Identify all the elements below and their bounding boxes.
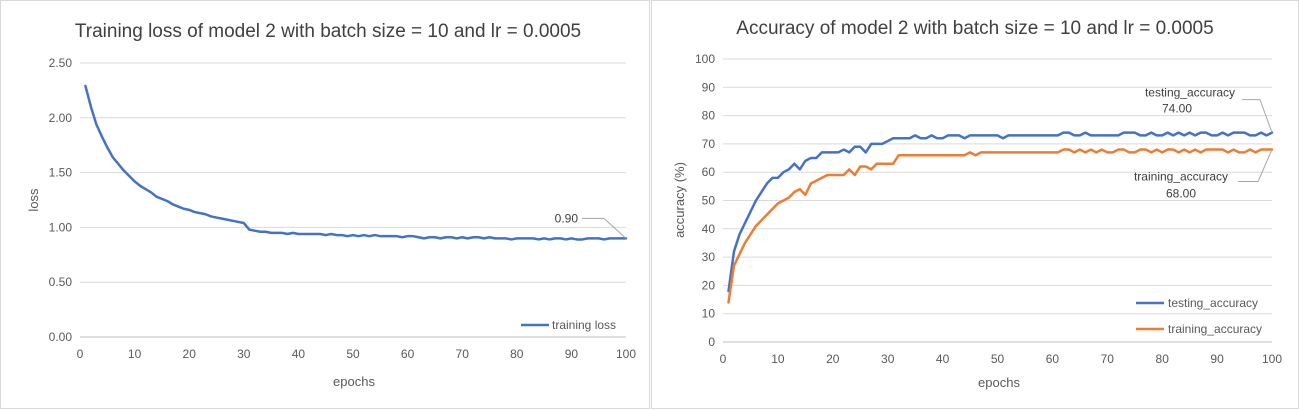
x-tick-label: 80 xyxy=(510,347,524,361)
x-tick-label: 40 xyxy=(936,352,950,366)
data-label: 0.90 xyxy=(555,211,579,225)
x-tick-label: 30 xyxy=(237,347,251,361)
y-axis-ticks: 0.00 0.50 1.00 1.50 2.00 2.50 xyxy=(49,56,73,344)
annotation-leader-line xyxy=(1242,99,1273,133)
loss-chart-panel: Training loss of model 2 with batch size… xyxy=(0,0,650,409)
x-axis-label: epochs xyxy=(978,375,1020,390)
y-tick-label: 10 xyxy=(702,307,716,321)
series-line-testing-accuracy xyxy=(727,131,1274,293)
annotation-layer: 0.90 xyxy=(555,211,627,239)
y-axis-label: accuracy (%) xyxy=(672,162,687,238)
y-tick-label: 40 xyxy=(702,222,716,236)
x-tick-label: 80 xyxy=(1156,352,1170,366)
y-tick-label: 2.00 xyxy=(49,111,73,125)
y-tick-label: 30 xyxy=(702,250,716,264)
series-layer xyxy=(84,84,628,241)
x-axis-ticks: 0 10 20 30 40 50 60 70 80 90 100 xyxy=(720,352,1283,366)
y-tick-label: 70 xyxy=(702,137,716,151)
y-tick-label: 60 xyxy=(702,165,716,179)
annotation-series-label: testing_accuracy xyxy=(1145,86,1235,100)
y-tick-label: 50 xyxy=(702,194,716,208)
series-line-training-loss xyxy=(84,84,628,241)
y-tick-label: 90 xyxy=(702,80,716,94)
annotation-leader-line xyxy=(582,217,627,239)
x-tick-label: 50 xyxy=(991,352,1005,366)
series-line-training-accuracy xyxy=(727,148,1274,304)
x-tick-label: 30 xyxy=(881,352,895,366)
x-tick-label: 20 xyxy=(183,347,197,361)
accuracy-chart-panel: Accuracy of model 2 with batch size = 10… xyxy=(651,0,1299,409)
y-tick-label: 80 xyxy=(702,109,716,123)
x-tick-label: 20 xyxy=(826,352,840,366)
y-tick-label: 100 xyxy=(695,52,715,66)
x-axis-ticks: 0 10 20 30 40 50 60 70 80 90 100 xyxy=(77,347,637,361)
chart-title: Training loss of model 2 with batch size… xyxy=(75,21,581,42)
x-tick-label: 60 xyxy=(1046,352,1060,366)
y-tick-label: 0 xyxy=(708,335,715,349)
x-tick-label: 40 xyxy=(292,347,306,361)
chart-title: Accuracy of model 2 with batch size = 10… xyxy=(736,18,1213,39)
legend-label-training-accuracy: training_accuracy xyxy=(1168,322,1262,336)
y-tick-label: 1.50 xyxy=(49,166,73,180)
series-layer xyxy=(727,131,1274,304)
data-label: 68.00 xyxy=(1166,187,1196,201)
x-tick-label: 70 xyxy=(1101,352,1115,366)
legend-label-training-loss: training loss xyxy=(552,318,616,332)
annotation-leader-line xyxy=(1238,149,1273,183)
grid xyxy=(723,58,1272,343)
x-tick-label: 60 xyxy=(401,347,415,361)
x-tick-label: 100 xyxy=(616,347,636,361)
x-tick-label: 90 xyxy=(565,347,579,361)
y-tick-label: 0.00 xyxy=(49,330,73,344)
y-axis-label: loss xyxy=(26,188,41,212)
y-tick-label: 0.50 xyxy=(49,275,73,289)
x-tick-label: 100 xyxy=(1262,352,1282,366)
x-tick-label: 10 xyxy=(128,347,142,361)
x-tick-label: 0 xyxy=(720,352,727,366)
annotation-layer: testing_accuracy 74.00 training_accuracy 68… xyxy=(1134,86,1273,201)
legend: testing_accuracy training_accuracy xyxy=(1136,296,1262,336)
x-tick-label: 10 xyxy=(771,352,785,366)
y-tick-label: 2.50 xyxy=(49,56,73,70)
grid xyxy=(80,62,626,338)
annotation-series-label: training_accuracy xyxy=(1134,170,1228,184)
x-tick-label: 70 xyxy=(456,347,470,361)
y-axis-ticks: 0 10 20 30 40 50 60 70 80 90 100 xyxy=(695,52,715,349)
data-label: 74.00 xyxy=(1162,102,1192,116)
y-tick-label: 1.00 xyxy=(49,220,73,234)
accuracy-chart: Accuracy of model 2 with batch size = 10… xyxy=(672,18,1283,390)
legend: training loss xyxy=(521,318,616,332)
x-axis-label: epochs xyxy=(333,374,375,389)
x-tick-label: 90 xyxy=(1210,352,1224,366)
legend-label-testing-accuracy: testing_accuracy xyxy=(1168,296,1258,310)
x-tick-label: 50 xyxy=(346,347,360,361)
loss-chart: Training loss of model 2 with batch size… xyxy=(26,21,637,389)
x-tick-label: 0 xyxy=(77,347,84,361)
y-tick-label: 20 xyxy=(702,278,716,292)
